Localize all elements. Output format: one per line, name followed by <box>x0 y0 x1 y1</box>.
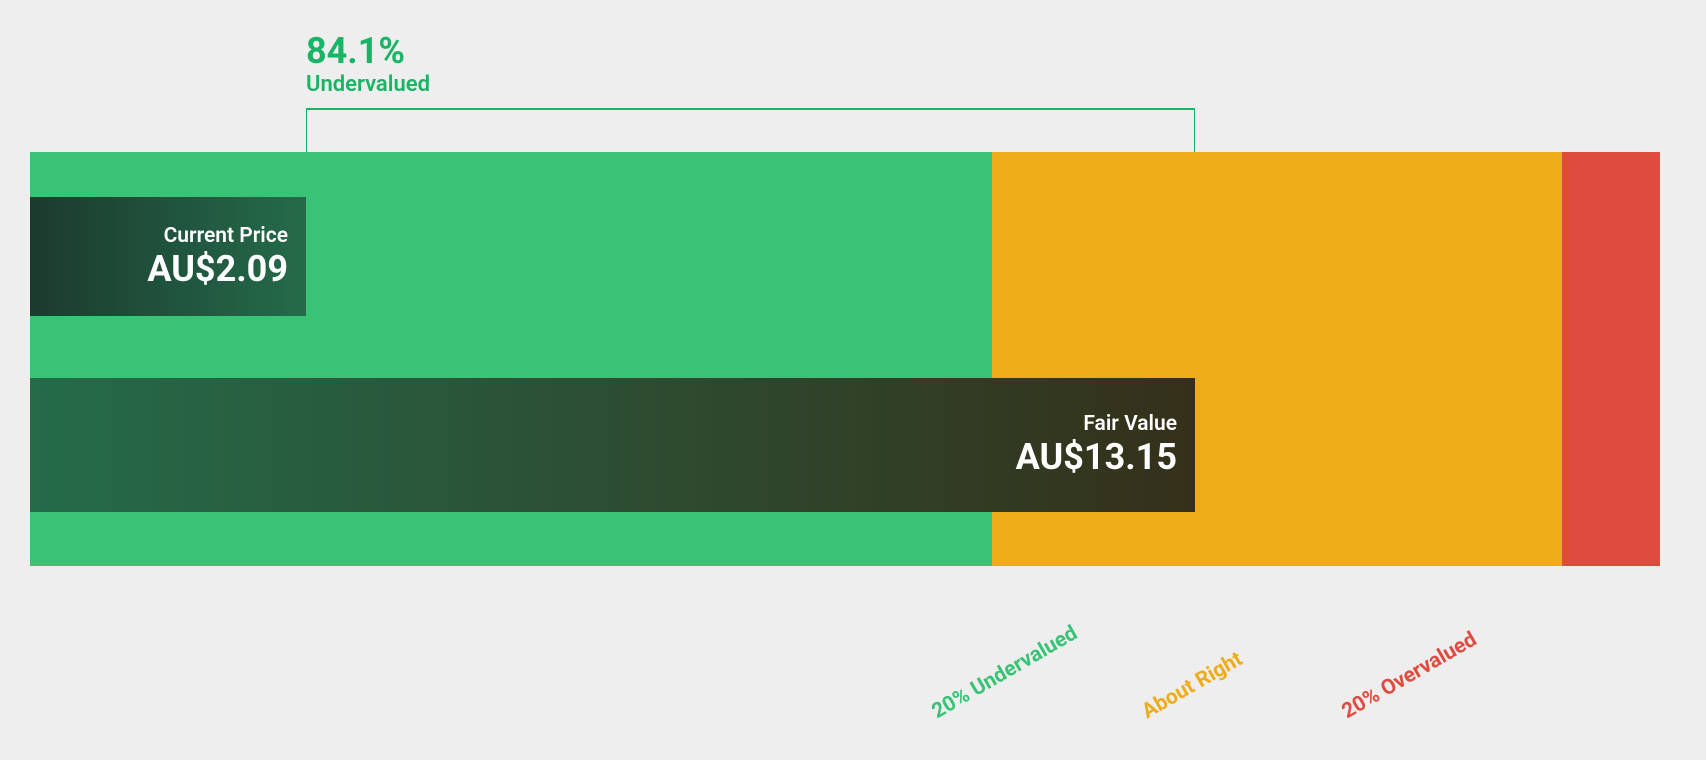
fair-value-bar: Fair ValueAU$13.15 <box>30 378 1195 512</box>
undervalued-pct: 84.1% <box>306 32 430 72</box>
callout-tick-left <box>306 108 307 152</box>
label-undervalued: 20% Undervalued <box>928 621 1082 724</box>
current-price-label: Current Price <box>164 224 288 248</box>
callout-tick-right <box>1194 108 1195 152</box>
fair-value-amount: AU$13.15 <box>1016 436 1177 478</box>
valuation-chart: Fair ValueAU$13.15 Current PriceAU$2.09 84… <box>0 0 1706 760</box>
label-about-right: About Right <box>1138 647 1247 724</box>
callout-line <box>306 108 1195 110</box>
undervalued-callout: 84.1%Undervalued <box>306 32 430 97</box>
label-overvalued: 20% Overvalued <box>1338 628 1481 724</box>
current-price-amount: AU$2.09 <box>147 248 288 290</box>
undervalued-sub: Undervalued <box>306 72 430 97</box>
fair-value-label: Fair Value <box>1083 412 1177 436</box>
current-price-bar: Current PriceAU$2.09 <box>30 197 306 316</box>
band-overvalued <box>1562 152 1660 566</box>
